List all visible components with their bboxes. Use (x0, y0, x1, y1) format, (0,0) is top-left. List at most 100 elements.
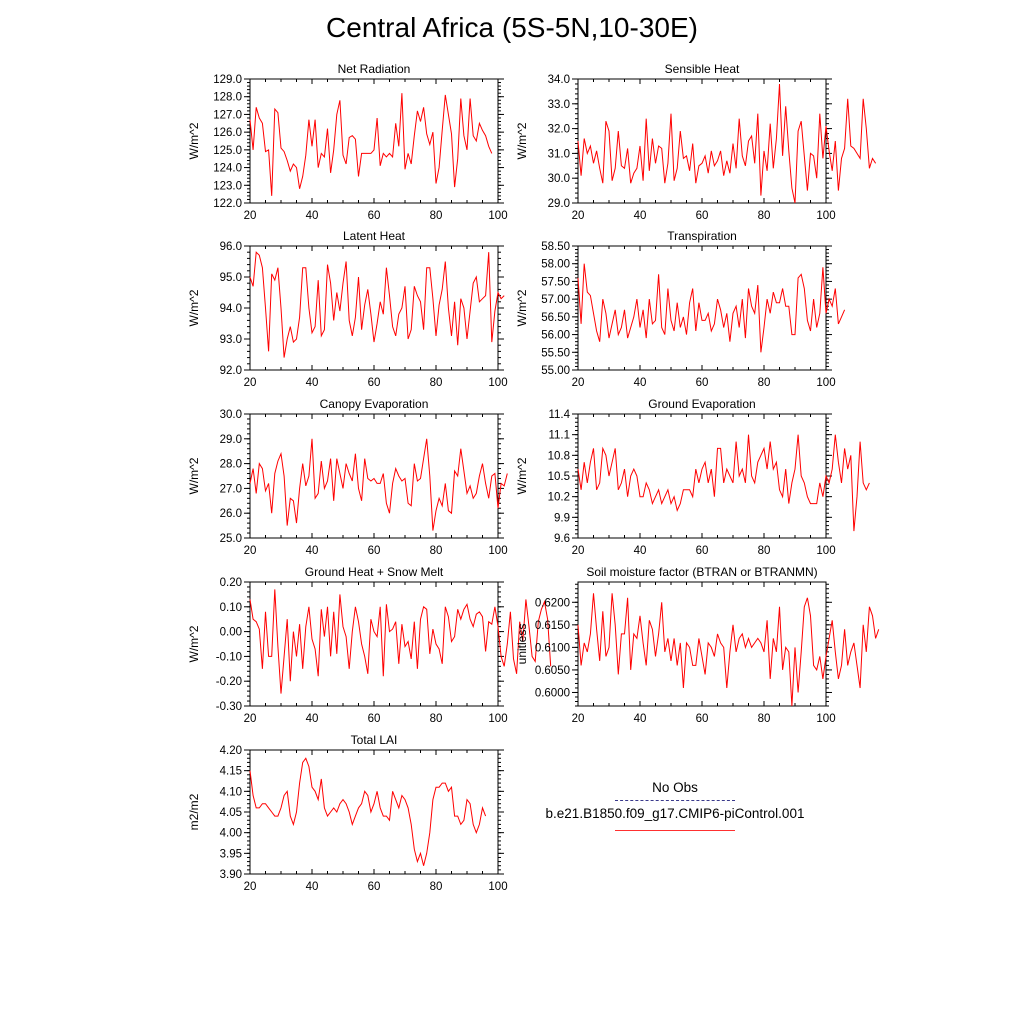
y-tick-label: 3.90 (220, 869, 242, 881)
y-axis-label: W/m^2 (515, 289, 529, 326)
y-tick-label: 0.20 (220, 577, 242, 589)
x-tick-label: 80 (430, 210, 443, 222)
x-tick-label: 60 (368, 713, 381, 725)
y-tick-label: 0.6200 (535, 597, 570, 609)
x-tick-label: 60 (368, 377, 381, 389)
y-tick-label: 123.0 (213, 180, 242, 192)
legend-model-line (615, 830, 735, 831)
y-axis-label: W/m^2 (187, 457, 201, 494)
panel-1: 20 40 60 80 100 29.0 30.0 31.0 32.0 33.0 34.0 Sensi… (515, 62, 877, 222)
x-tick-label: 100 (488, 713, 507, 725)
y-tick-label: 10.8 (548, 450, 570, 462)
y-tick-label: 0.6100 (535, 642, 570, 654)
y-tick-label: 0.00 (220, 627, 242, 639)
x-tick-label: 100 (816, 210, 835, 222)
y-tick-label: 57.50 (541, 276, 570, 288)
x-tick-label: 40 (306, 210, 319, 222)
y-tick-label: 11.4 (548, 409, 570, 421)
x-tick-label: 40 (634, 377, 647, 389)
x-tick-label: 60 (696, 545, 709, 557)
x-tick-label: 100 (488, 545, 507, 557)
y-tick-label: 31.0 (548, 148, 570, 160)
x-tick-label: 80 (430, 377, 443, 389)
plot-frame (577, 78, 827, 204)
x-tick-label: 100 (816, 713, 835, 725)
y-tick-label: 10.5 (548, 471, 570, 483)
y-tick-label: 129.0 (213, 74, 242, 86)
y-tick-label: 26.0 (220, 508, 242, 520)
y-tick-label: 125.0 (213, 145, 242, 157)
y-tick-label: 127.0 (213, 109, 242, 121)
series-line (249, 93, 493, 196)
y-tick-label: 10.2 (548, 492, 570, 504)
x-tick-label: 60 (368, 210, 381, 222)
panel-7: 20 40 60 80 100 0.6000 0.6050 0.6100 0.6150 0.620… (515, 565, 880, 725)
panel-title: Canopy Evaporation (320, 397, 429, 411)
y-tick-label: 122.0 (213, 198, 242, 210)
y-tick-label: 9.9 (554, 512, 570, 524)
panel-8: 20 40 60 80 100 3.90 3.95 4.00 4.05 4.10 4.15 4.20 T… (187, 733, 508, 893)
x-tick-label: 20 (244, 545, 257, 557)
series-line (577, 434, 870, 532)
panel-title: Transpiration (667, 229, 737, 243)
x-tick-label: 100 (488, 881, 507, 893)
x-tick-label: 60 (696, 377, 709, 389)
legend-obs-label: No Obs (652, 780, 698, 795)
x-tick-label: 60 (696, 713, 709, 725)
y-tick-label: 28.0 (220, 459, 242, 471)
y-tick-label: 55.50 (541, 347, 570, 359)
y-tick-label: 126.0 (213, 127, 242, 139)
y-axis-label: W/m^2 (515, 457, 529, 494)
y-tick-label: 3.95 (220, 848, 242, 860)
x-tick-label: 80 (430, 545, 443, 557)
y-tick-label: 56.00 (541, 330, 570, 342)
x-tick-label: 60 (368, 545, 381, 557)
x-tick-label: 100 (816, 377, 835, 389)
panel-title: Ground Heat + Snow Melt (305, 565, 444, 579)
y-tick-label: 56.50 (541, 312, 570, 324)
plot-frame (249, 749, 499, 875)
x-tick-label: 20 (244, 713, 257, 725)
y-tick-label: 34.0 (548, 74, 570, 86)
panel-2: 20 40 60 80 100 92.0 93.0 94.0 95.0 96.0 Latent He… (187, 229, 508, 389)
plot-frame (249, 245, 499, 371)
x-tick-label: 20 (244, 881, 257, 893)
y-tick-label: 0.6150 (535, 620, 570, 632)
y-tick-label: 92.0 (220, 365, 242, 377)
x-tick-label: 80 (430, 881, 443, 893)
y-tick-label: 4.15 (220, 766, 242, 778)
plot-frame (249, 581, 499, 707)
y-tick-label: 33.0 (548, 99, 570, 111)
y-tick-label: 55.00 (541, 365, 570, 377)
x-tick-label: 60 (696, 210, 709, 222)
x-tick-label: 60 (368, 881, 381, 893)
y-tick-label: 128.0 (213, 92, 242, 104)
y-tick-label: 32.0 (548, 124, 570, 136)
x-tick-label: 80 (758, 210, 771, 222)
y-tick-label: 30.0 (220, 409, 242, 421)
y-tick-label: 30.0 (548, 173, 570, 185)
x-tick-label: 20 (572, 545, 585, 557)
y-tick-label: 4.05 (220, 807, 242, 819)
plot-frame (577, 413, 827, 539)
y-tick-label: -0.30 (216, 701, 242, 713)
y-axis-label: W/m^2 (187, 625, 201, 662)
x-tick-label: 20 (244, 377, 257, 389)
series-line (249, 757, 487, 866)
series-line (577, 593, 880, 707)
y-axis-label: W/m^2 (187, 289, 201, 326)
y-tick-label: 4.00 (220, 828, 242, 840)
legend-obs-line (615, 800, 735, 801)
y-tick-label: 58.50 (541, 241, 570, 253)
y-tick-label: 95.0 (220, 272, 242, 284)
series-line (249, 251, 505, 358)
series-line (249, 438, 508, 531)
y-tick-label: 29.0 (548, 198, 570, 210)
y-tick-label: 29.0 (220, 434, 242, 446)
y-tick-label: 9.6 (554, 533, 570, 545)
x-tick-label: 40 (306, 881, 319, 893)
panel-6: 20 40 60 80 100 -0.30 -0.20 -0.10 0.00 0.10 0.20 Gr… (187, 565, 552, 725)
panel-title: Soil moisture factor (BTRAN or BTRANMN) (586, 565, 817, 579)
x-tick-label: 100 (816, 545, 835, 557)
panel-3: 20 40 60 80 100 55.00 55.50 56.00 56.50 57.00 57.5… (515, 229, 846, 389)
